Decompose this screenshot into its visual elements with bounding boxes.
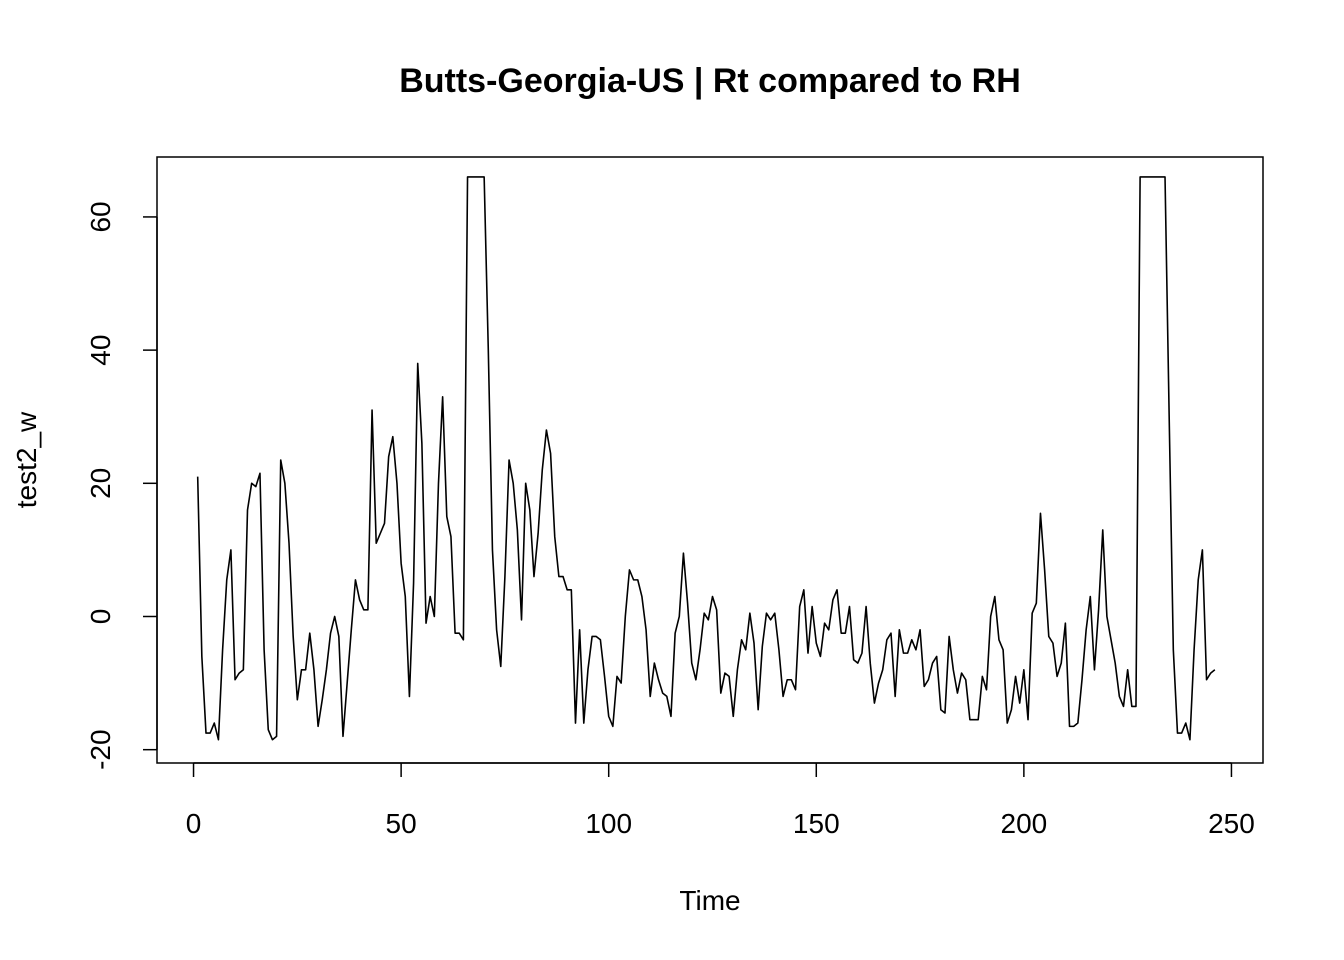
x-tick-label: 200 xyxy=(1001,808,1048,839)
series-line xyxy=(196,176,1216,741)
x-tick-label: 250 xyxy=(1208,808,1255,839)
y-axis: -20 0 20 40 60 xyxy=(85,201,158,770)
y-tick-label: 0 xyxy=(85,609,116,625)
plot-frame xyxy=(156,156,1264,764)
y-tick-label: -20 xyxy=(85,729,116,769)
y-tick-label: 40 xyxy=(85,335,116,366)
x-tick-label: 50 xyxy=(386,808,417,839)
x-axis-label: Time xyxy=(679,885,740,916)
y-tick-label: 60 xyxy=(85,201,116,232)
x-tick-label: 150 xyxy=(793,808,840,839)
x-tick-label: 0 xyxy=(186,808,202,839)
x-axis: 0 50 100 150 200 250 xyxy=(186,762,1255,839)
y-tick-label: 20 xyxy=(85,468,116,499)
chart-title: Butts-Georgia-US | Rt compared to RH xyxy=(399,62,1021,100)
x-tick-label: 100 xyxy=(585,808,632,839)
y-axis-label: test2_w xyxy=(11,411,42,508)
